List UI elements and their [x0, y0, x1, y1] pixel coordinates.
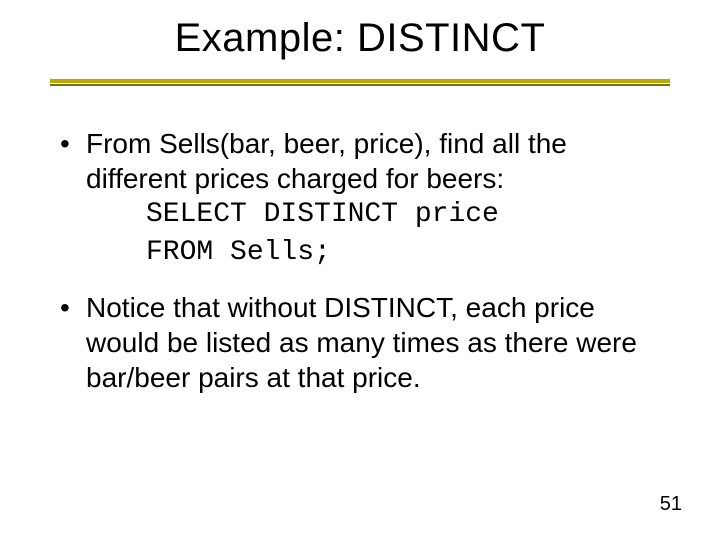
bullet-text-span: From Sells(bar, beer, price), find all t… [86, 128, 567, 194]
slide-title: Example: DISTINCT [0, 0, 720, 69]
bullet-dot-icon: • [60, 126, 86, 272]
slide: Example: DISTINCT • From Sells(bar, beer… [0, 0, 720, 540]
bullet-text-span: Notice that without DISTINCT, each price… [86, 292, 637, 393]
bullet-item: • Notice that without DISTINCT, each pri… [60, 290, 660, 395]
bullet-text: Notice that without DISTINCT, each price… [86, 290, 660, 395]
title-divider [50, 79, 670, 86]
bullet-text: From Sells(bar, beer, price), find all t… [86, 126, 660, 272]
bullet-item: • From Sells(bar, beer, price), find all… [60, 126, 660, 272]
slide-body: • From Sells(bar, beer, price), find all… [0, 86, 720, 395]
code-line: FROM Sells; [86, 234, 660, 272]
bullet-dot-icon: • [60, 290, 86, 395]
page-number: 51 [660, 493, 682, 516]
code-line: SELECT DISTINCT price [86, 196, 660, 234]
